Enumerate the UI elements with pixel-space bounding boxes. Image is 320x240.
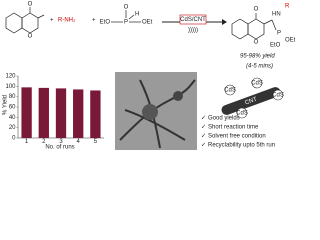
sonication: ))))): [188, 28, 198, 34]
atom: EtO: [270, 43, 281, 49]
time-text: (4-5 mins): [246, 64, 273, 70]
plus: +: [92, 18, 96, 24]
tem-image: [115, 72, 197, 150]
atom: EtO: [100, 20, 111, 26]
y-tick-label: 20: [9, 125, 16, 131]
x-tick-label: 3: [59, 139, 63, 145]
bullet-text: Good yields: [208, 116, 240, 122]
bullet-text: Recyclability upto 5th run: [208, 143, 275, 149]
atom: HN: [272, 12, 281, 18]
bar: [90, 90, 101, 138]
cnt-cartoon: CNT CdS CdS CdS CdS: [221, 77, 284, 119]
atom: OEt: [142, 20, 153, 26]
bar: [21, 87, 32, 138]
check-mark: ✓: [201, 116, 206, 122]
y-tick-label: 80: [9, 94, 16, 100]
bar: [73, 89, 84, 138]
cnt-label: CNT: [244, 97, 258, 107]
x-tick-label: 5: [94, 139, 98, 145]
bullet-text: Solvent free condition: [208, 134, 266, 140]
chromone: O O: [5, 2, 45, 40]
cds-label: CdS: [224, 88, 236, 94]
bullet-list: ✓ Good yields✓ Short reaction time✓ Solvent…: [201, 116, 275, 149]
x-axis-label: No. of runs: [45, 145, 74, 151]
atom: R: [285, 4, 290, 10]
cds-label: CdS: [236, 111, 248, 117]
y-tick-label: 100: [5, 84, 16, 90]
check-mark: ✓: [201, 143, 206, 149]
atom: P: [124, 20, 128, 26]
atom: O: [254, 7, 259, 13]
y-tick-label: 60: [9, 105, 16, 111]
cds-label: CdS: [272, 93, 284, 99]
plus: +: [50, 18, 54, 24]
atom: O: [28, 2, 33, 8]
cds-label: CdS: [251, 81, 263, 87]
y-tick-label: 40: [9, 115, 16, 121]
phosphite: O H EtO P OEt: [100, 5, 153, 26]
catalyst: CdS/CNT: [180, 17, 206, 23]
atom: O: [28, 34, 33, 40]
yield-text: 95-98% yield: [240, 54, 275, 60]
atom: O: [254, 40, 259, 46]
atom: O: [124, 5, 129, 11]
product: O HN R O P EtO OEt: [231, 4, 296, 49]
y-tick-label: 120: [5, 74, 16, 80]
graphical-abstract: O O + R-NH₂ + O H EtO P OEt CdS/CNT ))))…: [3, 2, 296, 151]
atom: H: [135, 12, 139, 18]
bar: [55, 88, 67, 138]
amine: R-NH₂: [58, 18, 76, 24]
atom: OEt: [285, 38, 296, 44]
check-mark: ✓: [201, 134, 206, 140]
x-tick-label: 4: [77, 139, 81, 145]
bullet-text: Short reaction time: [208, 125, 259, 131]
check-mark: ✓: [201, 125, 206, 131]
bar-chart: % Yield No. of runs 0 20 40 60 80 100 120 1 2 3 4 5: [3, 74, 104, 151]
bar: [38, 87, 49, 138]
y-tick-label: 0: [12, 136, 16, 142]
x-tick-label: 2: [42, 139, 46, 145]
atom: P: [277, 31, 281, 37]
x-tick-label: 1: [25, 139, 29, 145]
y-axis-label: % Yield: [3, 95, 9, 115]
